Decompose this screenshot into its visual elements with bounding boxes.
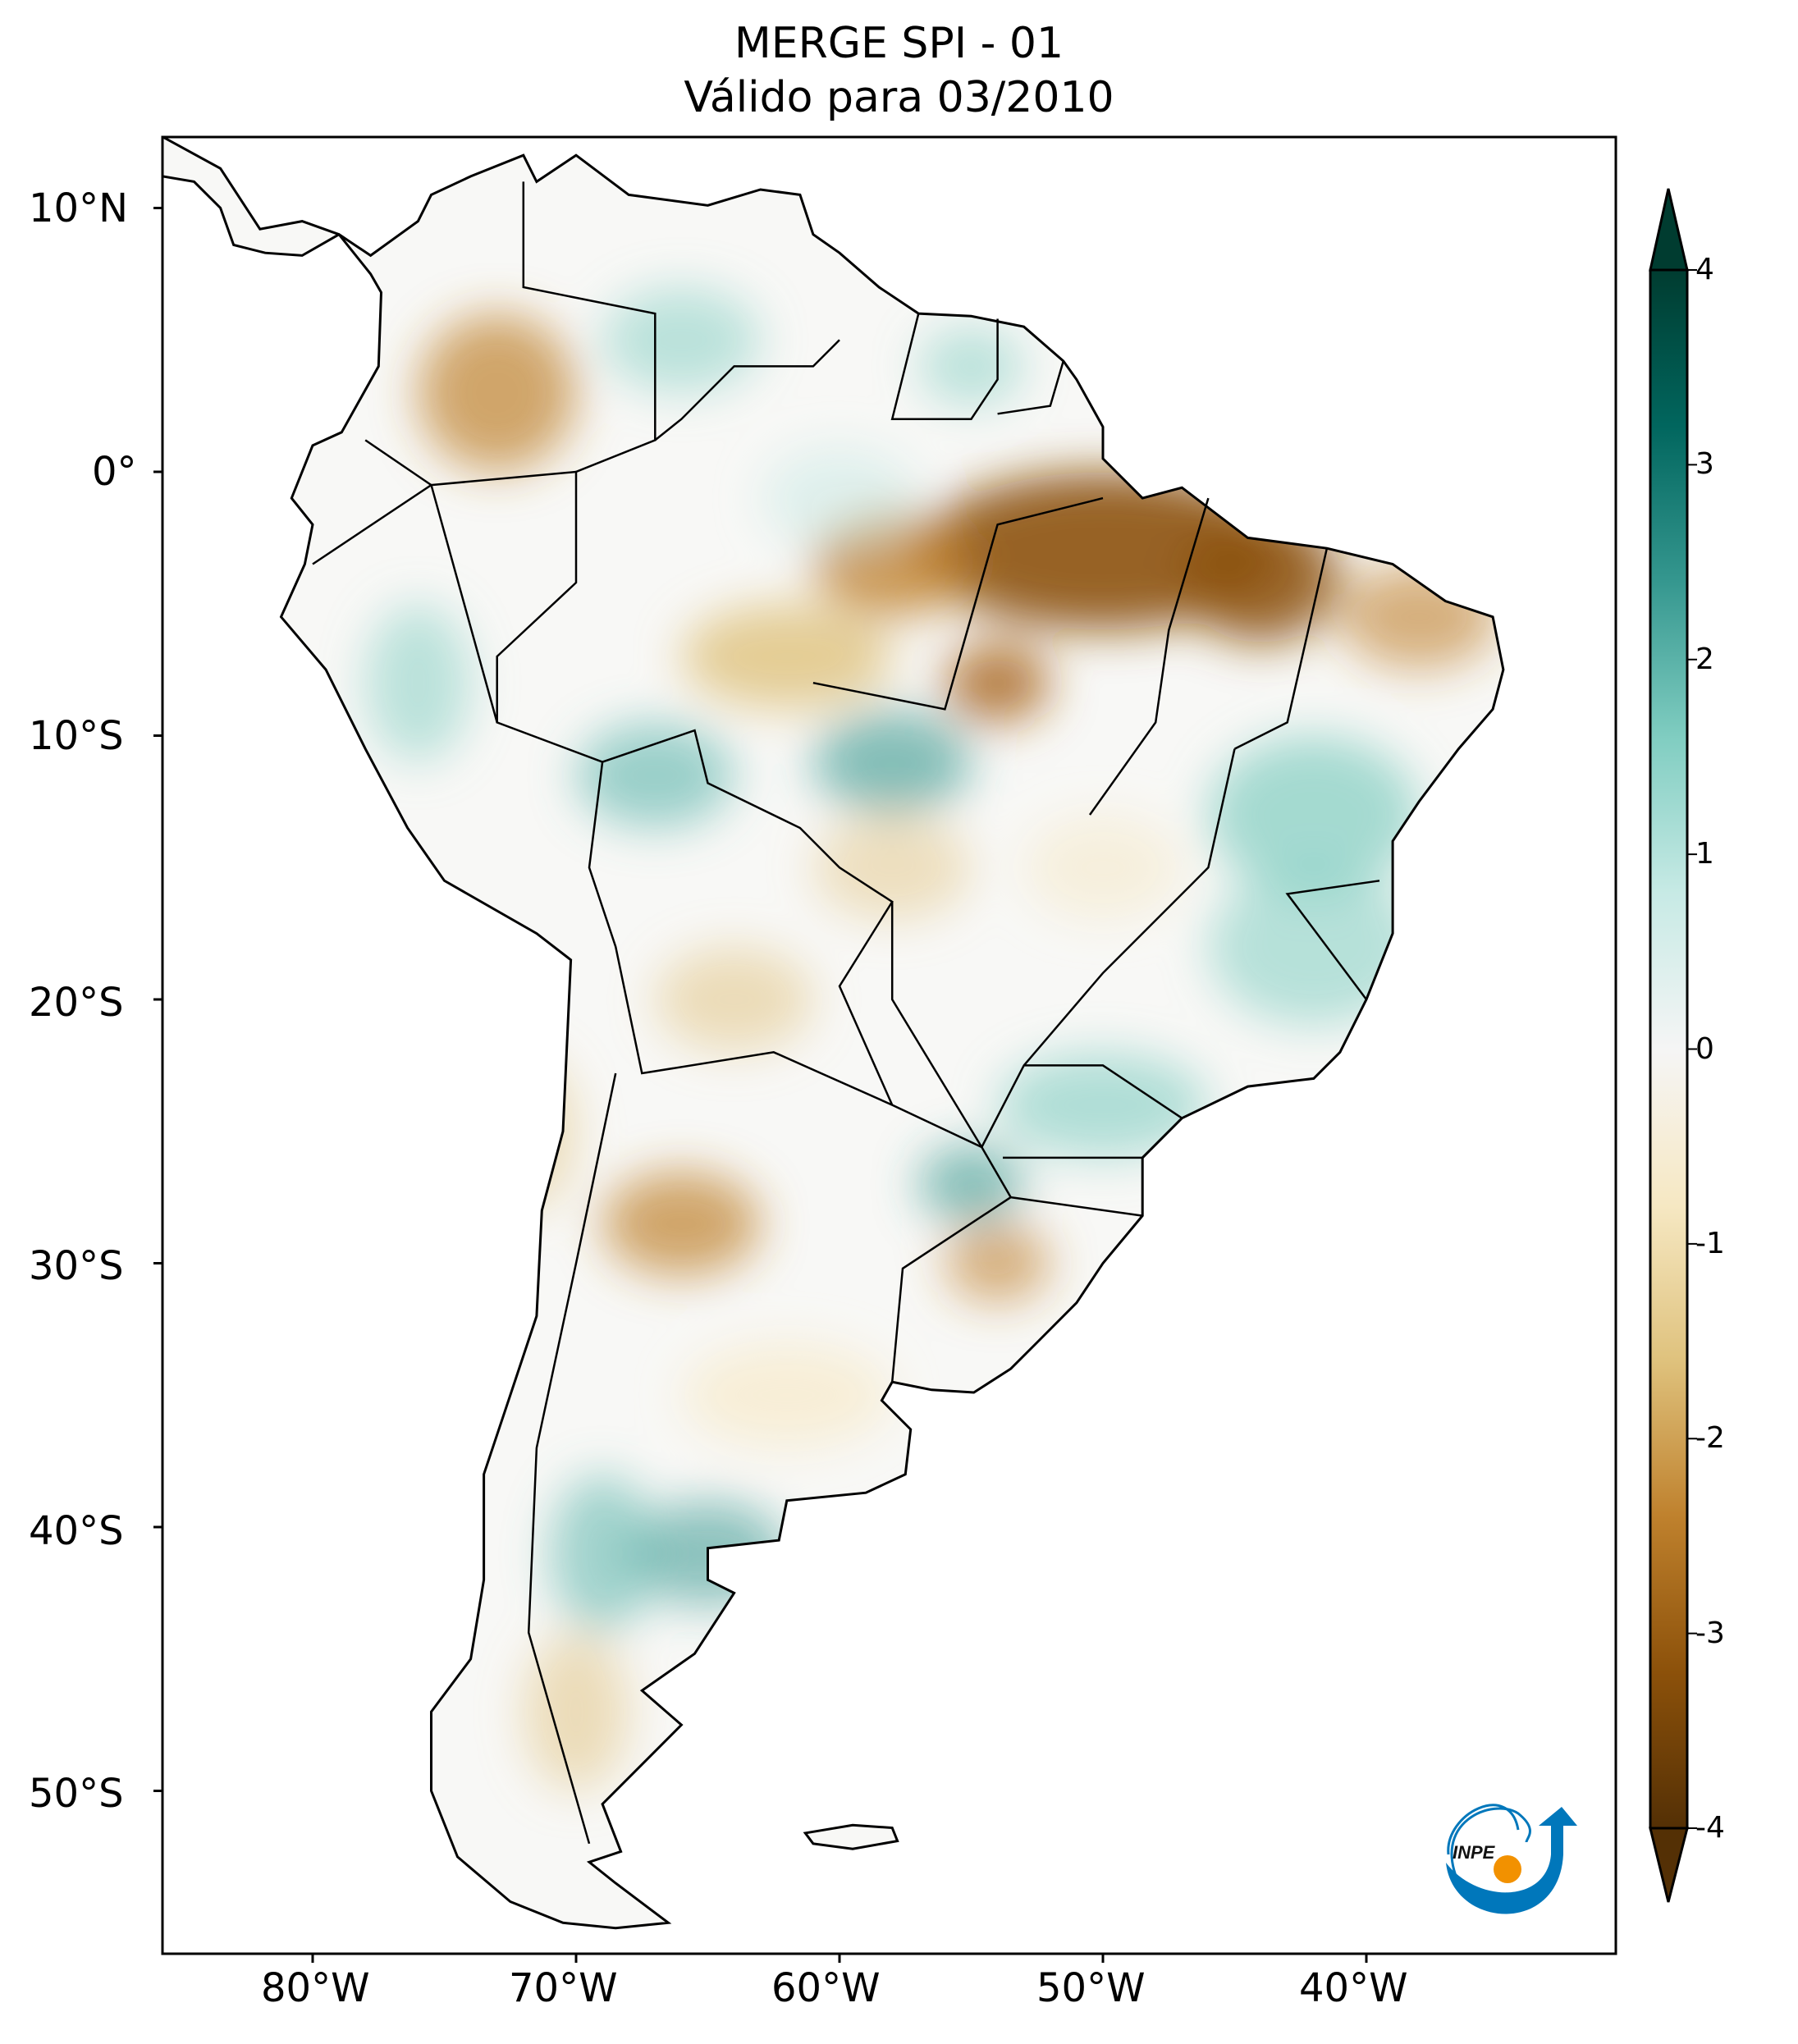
lat-tick-50s: 50°S bbox=[29, 1771, 124, 1817]
spi-anomaly-region bbox=[918, 1145, 1024, 1224]
colorbar-tick-label: -4 bbox=[1695, 1811, 1725, 1845]
political-border bbox=[812, 496, 1104, 711]
map-title: MERGE SPI - 01 bbox=[734, 19, 1064, 68]
lon-tick-70w: 70°W bbox=[509, 1965, 618, 2011]
colorbar bbox=[1649, 188, 1697, 1903]
colorbar-extend-bottom bbox=[1649, 1827, 1689, 1903]
lon-tick-60w: 60°W bbox=[771, 1965, 881, 2011]
spi-anomaly-region bbox=[1182, 511, 1340, 643]
political-border bbox=[981, 748, 1236, 1148]
spi-anomaly-region bbox=[550, 1475, 656, 1633]
lon-tick-50w: 50°W bbox=[1036, 1965, 1146, 2011]
spi-anomaly-region bbox=[681, 604, 892, 710]
colorbar-tick-label: -1 bbox=[1695, 1226, 1725, 1260]
lat-tick-40s: 40°S bbox=[29, 1508, 124, 1554]
political-border bbox=[1023, 1064, 1183, 1119]
spi-anomaly-region bbox=[1208, 735, 1419, 894]
lat-tick-0: 0° bbox=[92, 449, 137, 495]
lat-tick-10s: 10°S bbox=[29, 713, 124, 759]
political-border bbox=[312, 470, 577, 565]
colorbar-tick-label: 4 bbox=[1695, 253, 1714, 286]
political-border bbox=[527, 1072, 617, 1845]
map-frame bbox=[161, 135, 1617, 1955]
colorbar-tick-label: 3 bbox=[1695, 447, 1714, 482]
spi-anomaly-region bbox=[813, 815, 972, 921]
colorbar-extend-top bbox=[1649, 188, 1689, 272]
political-border bbox=[1285, 880, 1380, 1000]
colorbar-tick-label: 1 bbox=[1695, 837, 1714, 871]
continent-land bbox=[162, 137, 1503, 1928]
lat-tick-30s: 30°S bbox=[29, 1243, 124, 1289]
spi-anomaly-region bbox=[524, 1633, 629, 1791]
political-border bbox=[1088, 497, 1210, 816]
colorbar-tick-label: -2 bbox=[1695, 1421, 1725, 1456]
spi-anomaly-region bbox=[365, 604, 471, 762]
political-border bbox=[1233, 547, 1329, 750]
lat-tick-20s: 20°S bbox=[29, 980, 124, 1026]
spi-anomaly-region bbox=[418, 313, 576, 472]
spi-anomaly-region bbox=[945, 1223, 1050, 1303]
map-subtitle: Válido para 03/2010 bbox=[684, 73, 1114, 122]
colorbar-tick-label: 0 bbox=[1695, 1031, 1714, 1066]
lon-tick-80w: 80°W bbox=[261, 1965, 370, 2011]
spi-anomaly-region bbox=[918, 327, 1024, 406]
political-border bbox=[496, 181, 1013, 1383]
inpe-logo-text: INPE bbox=[1453, 1842, 1496, 1863]
spi-anomaly-region bbox=[681, 1342, 892, 1448]
colorbar-tick-label: -3 bbox=[1695, 1616, 1725, 1650]
lon-tick-40w: 40°W bbox=[1299, 1965, 1408, 2011]
political-border bbox=[602, 729, 894, 1106]
lat-tick-10n: 10°N bbox=[29, 185, 128, 231]
political-border bbox=[890, 902, 983, 1148]
spi-anomaly-region bbox=[1024, 815, 1182, 921]
spi-anomaly-region bbox=[470, 1052, 576, 1210]
political-border bbox=[890, 313, 999, 420]
colorbar-body bbox=[1649, 268, 1689, 1830]
spi-anomaly-region bbox=[813, 709, 972, 815]
colorbar-tick-label: 2 bbox=[1695, 642, 1714, 676]
spi-anomaly-region bbox=[1208, 867, 1419, 1026]
spi-anomaly-region bbox=[602, 1171, 761, 1277]
political-border bbox=[997, 360, 1064, 415]
coastline bbox=[162, 137, 1505, 1930]
spi-anomaly-region bbox=[761, 446, 918, 551]
inpe-logo: INPE bbox=[1446, 1804, 1577, 1914]
political-border bbox=[654, 339, 840, 441]
political-border bbox=[1010, 1196, 1143, 1217]
spi-anomaly-region bbox=[998, 1052, 1208, 1158]
spi-anomaly-region bbox=[655, 947, 813, 1052]
spi-anomaly-region bbox=[602, 287, 761, 393]
spi-anomaly-region bbox=[945, 643, 1050, 723]
spi-anomaly-region bbox=[1340, 564, 1498, 670]
falkland-islands bbox=[803, 1823, 899, 1850]
spi-anomaly-region bbox=[576, 722, 734, 828]
